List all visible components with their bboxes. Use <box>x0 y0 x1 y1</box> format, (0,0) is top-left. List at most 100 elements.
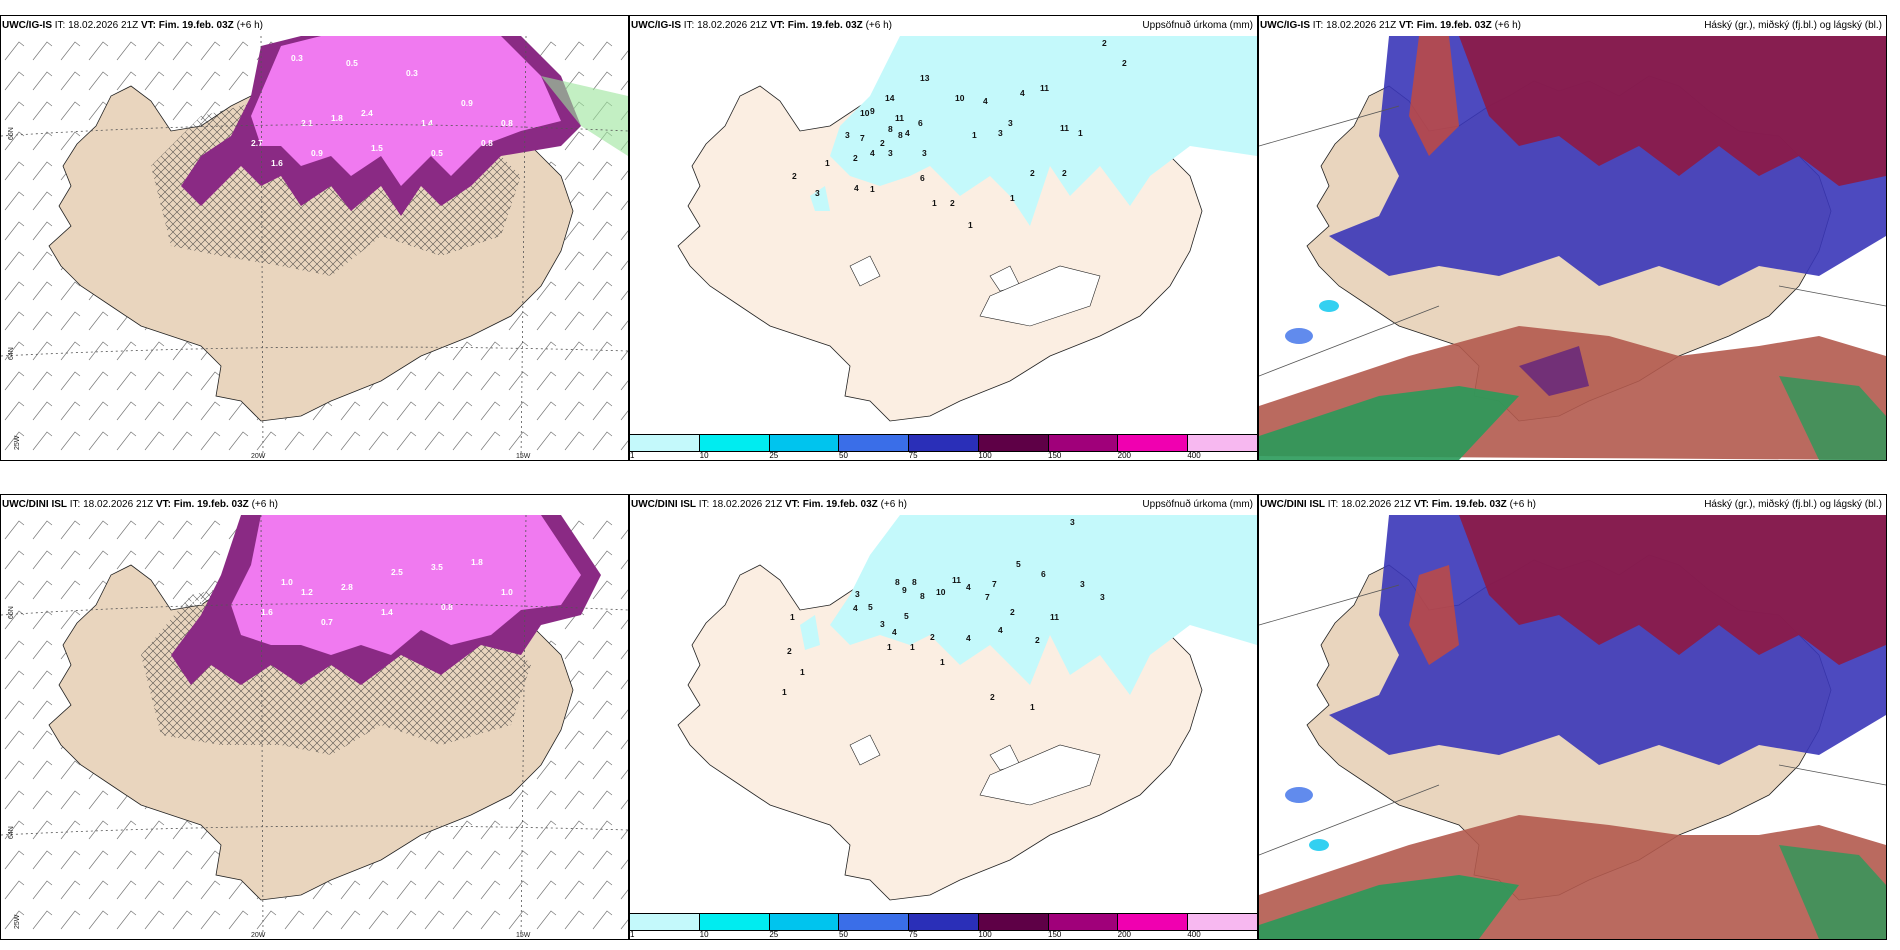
vt-label: VT: <box>1398 20 1414 31</box>
precip-value-label: 4 <box>854 183 859 193</box>
precip-value-label: 5 <box>904 611 909 621</box>
colorbar-cells <box>630 434 1257 452</box>
precip-value-label: 1 <box>932 198 937 208</box>
boundary-line <box>1259 105 1400 147</box>
cloud-map <box>1259 515 1886 939</box>
colorbar-cells <box>630 913 1257 931</box>
svg-text:0.9: 0.9 <box>461 98 473 108</box>
colorbar-tick-label: 100 <box>978 930 992 939</box>
lead-time: (+6 h) <box>1509 499 1536 510</box>
map-panel-precip-igis: UWC/IG-IS IT: 18.02.2026 21Z VT: Fim. 19… <box>629 15 1258 461</box>
precip-value-label: 1 <box>790 612 795 622</box>
lat-label: 64N <box>8 826 15 839</box>
panel-header: UWC/IG-IS IT: 18.02.2026 21Z VT: Fim. 19… <box>631 20 1255 34</box>
precip-value-label: 3 <box>1080 579 1085 589</box>
precip-value-label: 2 <box>1035 635 1040 645</box>
vt-label: VT: <box>1413 499 1429 510</box>
svg-text:0.5: 0.5 <box>346 58 358 68</box>
map-panel-precip-dini: UWC/DINI ISL IT: 18.02.2026 21Z VT: Fim.… <box>629 494 1258 940</box>
vt-label: VT: <box>784 499 800 510</box>
precip-value-label: 1 <box>800 667 805 677</box>
svg-text:1.2: 1.2 <box>301 587 313 597</box>
svg-text:1.0: 1.0 <box>501 587 513 597</box>
glacier <box>979 744 1101 806</box>
map-title: Háský (gr.), miðský (fj.bl.) og lágský (… <box>1704 499 1882 510</box>
svg-text:1.5: 1.5 <box>371 143 383 153</box>
colorbar-tick-label: 200 <box>1117 930 1132 939</box>
precip-value-label: 2 <box>1010 607 1015 617</box>
svg-text:2.7: 2.7 <box>251 138 263 148</box>
precip-value-label: 2 <box>930 632 935 642</box>
precip-value-label: 7 <box>985 592 990 602</box>
boundary-line <box>1259 305 1440 377</box>
lead-time: (+6 h) <box>865 20 892 31</box>
precip-value-label: 2 <box>1102 38 1107 48</box>
colorbar-ticks: 1 10 25 50 75 100 150 200 400 <box>630 451 1257 460</box>
precip-value-label: 3 <box>880 619 885 629</box>
it-label: IT: <box>698 499 710 510</box>
vt-time: Fim. 19.feb. 03Z <box>1431 499 1507 510</box>
lat-label: 66N <box>8 127 15 140</box>
colorbar-tick-label: 400 <box>1187 451 1201 460</box>
svg-text:3.5: 3.5 <box>431 562 443 572</box>
it-time: 18.02.2026 21Z <box>68 20 139 31</box>
precip-value-label: 4 <box>966 633 971 643</box>
boundary-line <box>1259 584 1400 626</box>
model-name: UWC/IG-IS <box>2 20 52 31</box>
colorbar-tick-label: 10 <box>699 451 709 460</box>
precip-area <box>830 515 1257 695</box>
colorbar-tick-label: 400 <box>1187 930 1201 939</box>
glacier <box>849 734 881 766</box>
precip-value-label: 1 <box>1030 702 1035 712</box>
cloud-red <box>1409 36 1459 156</box>
precip-value-label: 3 <box>815 188 820 198</box>
svg-text:0.5: 0.5 <box>191 597 203 607</box>
precip-value-label: 1 <box>1078 128 1083 138</box>
model-name: UWC/IG-IS <box>1260 20 1310 31</box>
panel-header: UWC/DINI ISL IT: 18.02.2026 21Z VT: Fim.… <box>631 499 1255 513</box>
precip-value-label: 4 <box>853 603 858 613</box>
vt-time: Fim. 19.feb. 03Z <box>1416 20 1492 31</box>
lon-label: 25W <box>14 435 21 450</box>
svg-text:1.6: 1.6 <box>271 158 283 168</box>
rain-area <box>541 76 628 156</box>
precip-value-label: 2 <box>880 138 885 148</box>
precip-value-label: 1 <box>972 130 977 140</box>
precip-value-label: 1 <box>825 158 830 168</box>
it-label: IT: <box>683 20 695 31</box>
colorbar-tick-label: 150 <box>1048 930 1062 939</box>
lon-label: 20W <box>251 932 266 939</box>
panel-header: UWC/IG-IS IT: 18.02.2026 21Z VT: Fim. 19… <box>1260 20 1884 34</box>
precip-value-label: 3 <box>998 128 1003 138</box>
precip-value-label: 3 <box>888 148 893 158</box>
colorbar-cell <box>839 914 910 930</box>
map-panel-snow-wind-igis: UWC/IG-IS IT: 18.02.2026 21Z VT: Fim. 19… <box>0 15 629 461</box>
colorbar-tick-label: 50 <box>839 451 848 460</box>
precip-value-label: 1 <box>910 642 915 652</box>
it-time: 18.02.2026 21Z <box>83 499 154 510</box>
precip-value-label: 7 <box>992 579 997 589</box>
svg-text:0.7: 0.7 <box>321 617 333 627</box>
colorbar-cell <box>630 914 700 930</box>
precip-value-label: 8 <box>920 591 925 601</box>
precip-value-label: 2 <box>950 198 955 208</box>
colorbar-tick-label: 50 <box>839 930 848 939</box>
colorbar-tick-label: 25 <box>769 930 779 939</box>
model-name: UWC/DINI ISL <box>1260 499 1325 510</box>
colorbar-cell <box>978 914 1049 930</box>
colorbar-tick-label: 10 <box>699 930 709 939</box>
svg-text:2.1: 2.1 <box>301 118 313 128</box>
colorbar-tick-label: 25 <box>769 451 779 460</box>
precip-value-label: 1 <box>782 687 787 697</box>
snow-area <box>231 515 581 655</box>
it-label: IT: <box>1312 20 1324 31</box>
colorbar-cell <box>1188 435 1257 451</box>
precip-value-label: 8 <box>898 130 903 140</box>
colorbar-tick-label: 75 <box>908 451 918 460</box>
precip-value-label: 14 <box>885 93 895 103</box>
it-label: IT: <box>69 499 81 510</box>
precip-value-label: 6 <box>918 118 923 128</box>
svg-text:1.6: 1.6 <box>261 607 273 617</box>
precip-value-label: 1 <box>968 220 973 230</box>
